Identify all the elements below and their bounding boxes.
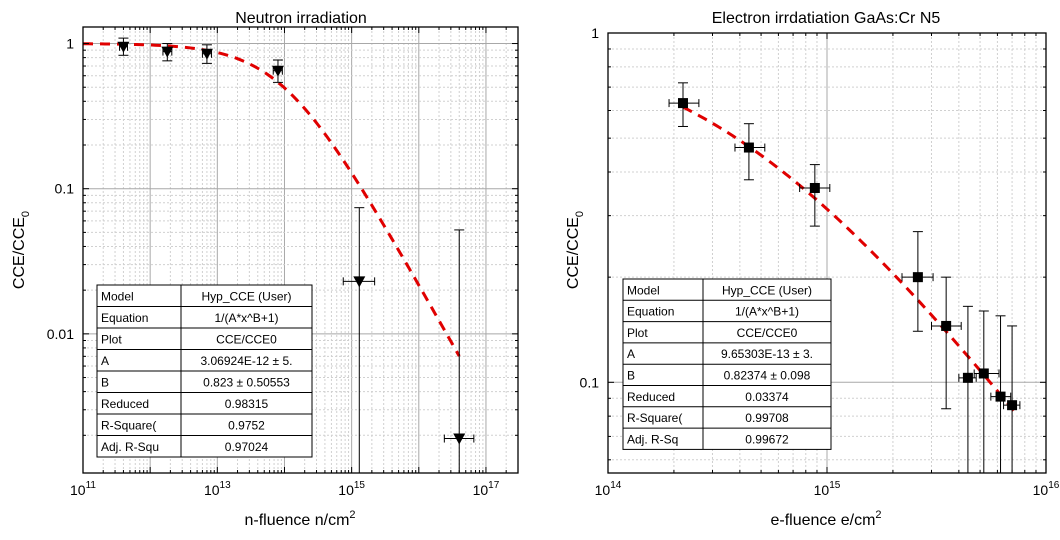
square-marker	[996, 392, 1006, 402]
table-cell-key: B	[627, 369, 635, 383]
table-cell-value: 0.98315	[225, 397, 269, 411]
table-cell-key: Plot	[627, 326, 648, 340]
data-point-6	[444, 230, 474, 473]
table-cell-value: 0.97024	[225, 440, 269, 454]
table-cell-key: Plot	[101, 333, 122, 347]
table-cell-value: 0.99708	[745, 411, 789, 425]
x-axis-label: e-fluence e/cm2	[770, 509, 881, 529]
chart-title: Neutron irradiation	[235, 10, 367, 27]
square-marker	[979, 368, 989, 378]
data-point-3	[800, 165, 830, 227]
data-point-7	[974, 311, 999, 473]
square-marker	[744, 143, 754, 153]
table-cell-value: 0.9752	[228, 419, 265, 433]
square-marker	[963, 373, 973, 383]
table-cell-key: R-Square(	[627, 411, 682, 425]
table-cell-value: 0.823 ± 0.50553	[203, 376, 290, 390]
square-marker	[678, 98, 688, 108]
table-cell-key: Reduced	[101, 397, 149, 411]
square-marker	[913, 272, 923, 282]
square-marker	[810, 183, 820, 193]
x-tick-label: 1014	[595, 480, 622, 498]
table-cell-key: Equation	[101, 311, 148, 325]
square-marker	[941, 321, 951, 331]
data-point-6	[959, 306, 976, 473]
table-cell-value: 0.82374 ± 0.098	[724, 369, 811, 383]
table-cell-value: 0.99672	[745, 432, 789, 446]
data-point-2	[735, 124, 765, 180]
y-axis-label: CCE/CCE0	[11, 211, 32, 289]
y-tick-label: 1	[591, 25, 599, 41]
data-point-9	[1004, 326, 1020, 473]
table-cell-key: A	[627, 347, 635, 361]
table-cell-value: 9.65303E-13 ± 3.	[721, 347, 813, 361]
table-cell-value: 0.03374	[745, 390, 789, 404]
table-cell-value: CCE/CCE0	[737, 326, 798, 340]
table-cell-value: CCE/CCE0	[216, 333, 277, 347]
square-marker	[1007, 400, 1017, 410]
table-cell-key: Reduced	[627, 390, 675, 404]
y-axis-label: CCE/CCE0	[565, 211, 586, 289]
table-cell-value: 1/(A*x^B+1)	[215, 311, 279, 325]
x-tick-label: 1017	[473, 480, 500, 498]
x-axis-label: n-fluence n/cm2	[244, 509, 355, 529]
x-tick-label: 1013	[204, 480, 231, 498]
fit-results-table: Model Hyp_CCE (User) Equation 1/(A*x^B+1) Pl…	[623, 279, 831, 449]
table-cell-key: Model	[101, 290, 134, 304]
y-tick-label: 0.1	[580, 374, 600, 390]
data-point-8	[991, 316, 1011, 473]
data-point-1	[117, 38, 129, 55]
table-cell-key: A	[101, 354, 109, 368]
fit-results-table: Model Hyp_CCE (User) Equation 1/(A*x^B+1) Pl…	[97, 285, 312, 457]
x-tick-label: 1016	[1033, 480, 1060, 498]
table-cell-value: 3.06924E-12 ± 5.	[201, 354, 293, 368]
data-point-4	[902, 232, 933, 332]
table-cell-key: Equation	[627, 305, 674, 319]
table-cell-key: Adj. R-Squ	[101, 440, 159, 454]
chart-title: Electron irrdatiation GaAs:Cr N5	[712, 10, 941, 27]
table-cell-value: Hyp_CCE (User)	[722, 283, 812, 297]
table-cell-key: Model	[627, 283, 660, 297]
y-tick-label: 0.01	[47, 326, 74, 342]
chart-1: 1011 1013 1015 1017 1 0.1 0.01 Neutron irradiat…	[11, 10, 518, 529]
x-tick-label: 1011	[70, 480, 96, 498]
table-cell-value: 1/(A*x^B+1)	[735, 305, 799, 319]
y-tick-label: 1	[66, 36, 74, 52]
x-tick-label: 1015	[814, 480, 841, 498]
table-cell-key: R-Square(	[101, 419, 156, 433]
y-tick-label: 0.1	[55, 181, 75, 197]
chart-2: 1014 1015 1016 1 0.1 Electron irrdatiation Ga…	[565, 10, 1060, 529]
table-cell-value: Hyp_CCE (User)	[201, 290, 291, 304]
table-cell-key: B	[101, 376, 109, 390]
table-cell-key: Adj. R-Sq	[627, 432, 678, 446]
x-tick-label: 1015	[338, 480, 365, 498]
